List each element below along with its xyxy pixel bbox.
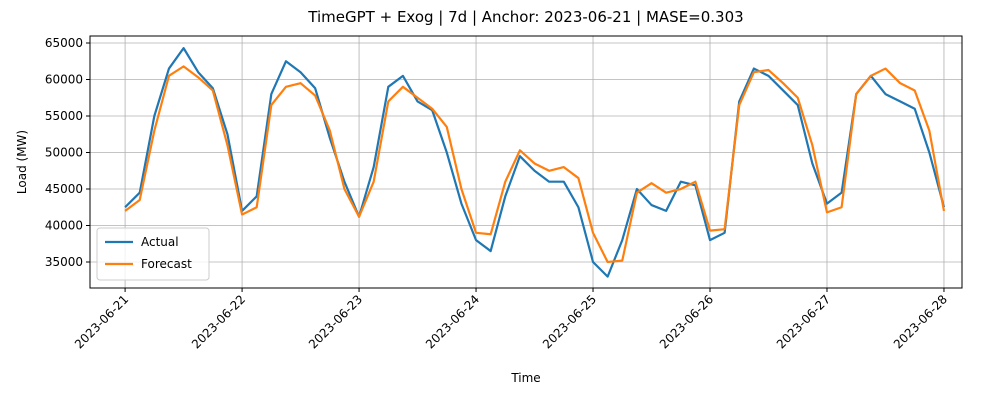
legend-label: Actual [141,235,179,249]
y-tick-label: 45000 [45,182,83,196]
x-axis-label: Time [510,371,540,385]
x-tick-label: 2023-06-22 [189,292,248,351]
legend: Actual Forecast [96,227,210,281]
y-tick-label: 35000 [45,255,83,269]
x-tick-label: 2023-06-24 [423,292,482,351]
x-tick-label: 2023-06-28 [891,292,950,351]
y-tick-label: 55000 [45,109,83,123]
x-tick-label: 2023-06-21 [72,292,131,351]
chart-title: TimeGPT + Exog | 7d | Anchor: 2023-06-21… [307,8,743,26]
y-tick-label: 65000 [45,36,83,50]
x-tick-label: 2023-06-26 [657,292,716,351]
y-tick-label: 50000 [45,146,83,160]
x-tick-label: 2023-06-23 [306,292,365,351]
y-axis-label: Load (MW) [15,130,29,194]
plot-frame [89,35,963,289]
y-tick-label: 40000 [45,219,83,233]
x-tick-label: 2023-06-27 [774,292,833,351]
line-series [124,47,946,278]
x-tick-label: 2023-06-25 [540,292,599,351]
line-series [124,65,946,264]
legend-label: Forecast [141,257,192,271]
y-tick-label: 60000 [45,73,83,87]
